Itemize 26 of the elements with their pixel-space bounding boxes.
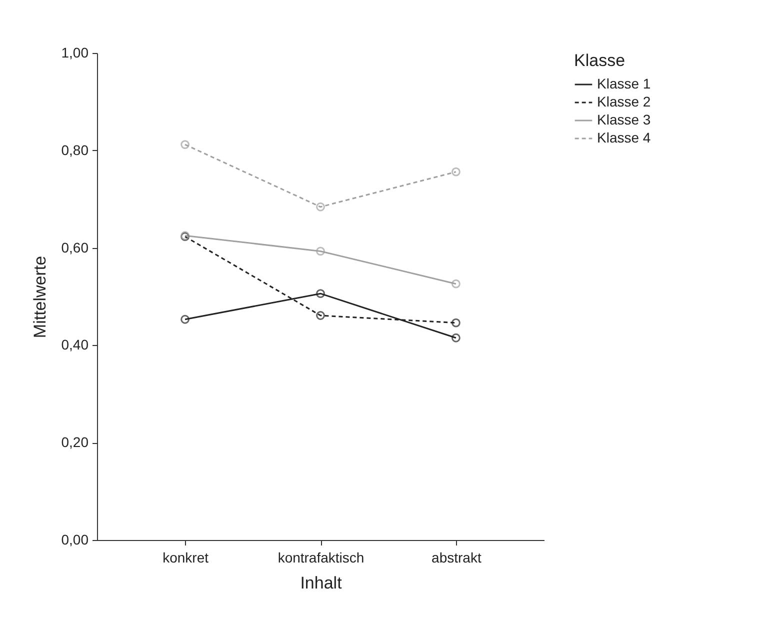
y-tick-label: 1,00 xyxy=(61,44,89,60)
point xyxy=(316,202,325,212)
point xyxy=(451,318,460,328)
y-tick-label: 0,40 xyxy=(61,336,89,353)
y-axis-title: Mittelwerte xyxy=(30,256,50,338)
x-tick-label: konkret xyxy=(162,550,209,566)
legend-title: Klasse xyxy=(574,51,626,70)
x-tick-label: abstrakt xyxy=(432,550,482,566)
point xyxy=(451,167,460,176)
y-tick-label: 0,60 xyxy=(61,239,89,256)
legend-label: Klasse 2 xyxy=(597,94,651,110)
point xyxy=(180,314,190,324)
y-tick-label: 0,80 xyxy=(61,142,89,158)
x-axis-title: Inhalt xyxy=(300,574,342,592)
y-tick-label: 0,00 xyxy=(61,532,89,548)
point xyxy=(316,289,325,298)
point xyxy=(180,140,190,150)
point xyxy=(451,333,460,342)
x-tick-label: kontrafaktisch xyxy=(278,550,364,566)
legend-label: Klasse 1 xyxy=(597,76,651,92)
point xyxy=(316,311,325,320)
legend-label: Klasse 3 xyxy=(597,112,651,128)
y-tick-label: 0,20 xyxy=(61,434,89,450)
point xyxy=(316,246,325,256)
legend-label: Klasse 4 xyxy=(597,130,651,146)
point xyxy=(451,279,460,288)
